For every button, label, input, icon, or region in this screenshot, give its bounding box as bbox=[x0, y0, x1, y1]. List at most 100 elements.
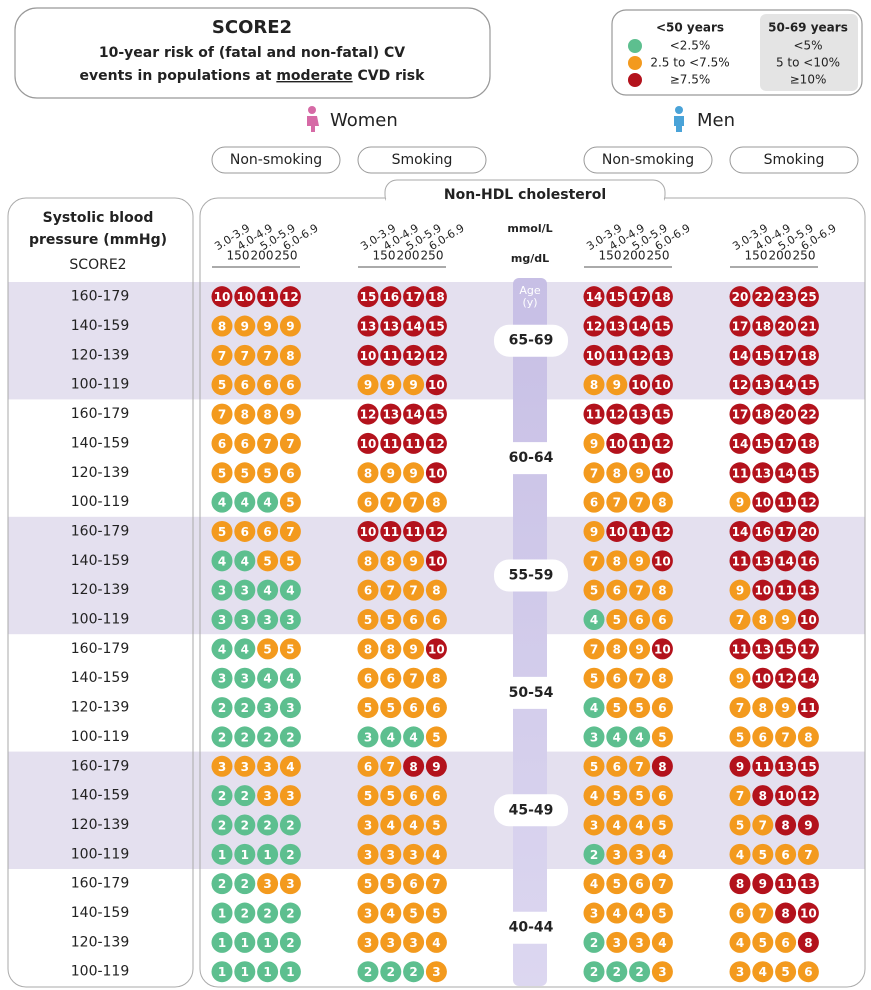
risk-value: 12 bbox=[800, 496, 817, 510]
risk-value: 5 bbox=[736, 818, 744, 832]
risk-circle bbox=[729, 873, 751, 895]
risk-circle bbox=[729, 902, 751, 924]
risk-circle bbox=[357, 462, 379, 484]
risk-value: 10 bbox=[654, 642, 671, 656]
risk-value: 3 bbox=[736, 965, 744, 979]
smoking-label: Non-smoking bbox=[602, 152, 694, 168]
risk-circle bbox=[211, 814, 233, 836]
risk-value: 5 bbox=[759, 848, 767, 862]
risk-circle bbox=[403, 344, 425, 366]
risk-circle bbox=[729, 550, 751, 572]
risk-value: 4 bbox=[263, 496, 271, 510]
risk-circle bbox=[797, 579, 819, 601]
risk-circle bbox=[257, 667, 279, 689]
risk-value: 14 bbox=[732, 349, 749, 363]
risk-circle bbox=[629, 550, 651, 572]
risk-circle bbox=[629, 579, 651, 601]
risk-value: 7 bbox=[218, 349, 226, 363]
risk-value: 6 bbox=[409, 789, 417, 803]
risk-value: 7 bbox=[409, 496, 417, 510]
risk-circle bbox=[797, 902, 819, 924]
risk-circle bbox=[606, 286, 628, 308]
risk-circle bbox=[606, 785, 628, 807]
risk-value: 9 bbox=[781, 613, 789, 627]
risk-circle bbox=[651, 462, 673, 484]
person-icon-body bbox=[674, 116, 684, 132]
mgdl-tick-label: 200 bbox=[769, 249, 792, 263]
risk-circle bbox=[606, 520, 628, 542]
risk-circle bbox=[797, 315, 819, 337]
risk-circle bbox=[629, 873, 651, 895]
risk-circle bbox=[729, 403, 751, 425]
risk-circle bbox=[380, 697, 402, 719]
risk-circle bbox=[211, 697, 233, 719]
risk-circle bbox=[403, 931, 425, 953]
risk-circle bbox=[234, 344, 256, 366]
risk-circle bbox=[403, 902, 425, 924]
risk-value: 2 bbox=[241, 730, 249, 744]
risk-circle bbox=[629, 432, 651, 454]
risk-value: 8 bbox=[613, 554, 621, 568]
risk-value: 7 bbox=[218, 408, 226, 422]
risk-value: 7 bbox=[590, 554, 598, 568]
risk-value: 7 bbox=[590, 466, 598, 480]
age-pill bbox=[494, 911, 568, 944]
cholesterol-header: Non-HDL cholesterol bbox=[444, 187, 606, 203]
risk-value: 2 bbox=[241, 789, 249, 803]
risk-value: 4 bbox=[658, 848, 666, 862]
risk-value: 13 bbox=[754, 642, 771, 656]
risk-circle bbox=[357, 432, 379, 454]
risk-circle bbox=[279, 726, 301, 748]
risk-value: 6 bbox=[590, 496, 598, 510]
risk-circle bbox=[606, 873, 628, 895]
sbp-label: 120-139 bbox=[71, 934, 130, 950]
risk-value: 5 bbox=[218, 378, 226, 392]
risk-value: 2 bbox=[218, 877, 226, 891]
risk-value: 13 bbox=[754, 554, 771, 568]
risk-circle bbox=[775, 462, 797, 484]
risk-circle bbox=[606, 374, 628, 396]
risk-value: 13 bbox=[777, 760, 794, 774]
risk-value: 10 bbox=[800, 613, 817, 627]
risk-value: 13 bbox=[800, 877, 817, 891]
risk-circle bbox=[380, 491, 402, 513]
risk-value: 2 bbox=[286, 818, 294, 832]
risk-circle bbox=[234, 961, 256, 983]
risk-circle bbox=[606, 550, 628, 572]
risk-circle bbox=[583, 873, 605, 895]
risk-circle bbox=[279, 520, 301, 542]
risk-value: 5 bbox=[613, 877, 621, 891]
risk-value: 9 bbox=[635, 466, 643, 480]
risk-value: 10 bbox=[360, 525, 377, 539]
risk-circle bbox=[629, 638, 651, 660]
sbp-label: 100-119 bbox=[71, 964, 130, 980]
risk-circle bbox=[425, 344, 447, 366]
sbp-label: 120-139 bbox=[71, 700, 130, 716]
risk-value: 5 bbox=[613, 701, 621, 715]
smoking-label: Smoking bbox=[764, 152, 825, 168]
smoking-pill bbox=[211, 146, 341, 174]
risk-value: 7 bbox=[432, 877, 440, 891]
risk-circle bbox=[211, 609, 233, 631]
risk-circle bbox=[425, 432, 447, 454]
risk-value: 14 bbox=[586, 290, 603, 304]
risk-value: 7 bbox=[759, 818, 767, 832]
risk-value: 5 bbox=[387, 789, 395, 803]
risk-circle bbox=[606, 344, 628, 366]
risk-value: 11 bbox=[382, 349, 399, 363]
risk-value: 8 bbox=[387, 554, 395, 568]
risk-value: 7 bbox=[635, 496, 643, 510]
risk-circle bbox=[583, 609, 605, 631]
risk-value: 13 bbox=[754, 466, 771, 480]
risk-value: 4 bbox=[263, 584, 271, 598]
sex-label: Women bbox=[330, 110, 398, 131]
risk-value: 8 bbox=[658, 584, 666, 598]
risk-circle bbox=[606, 462, 628, 484]
risk-circle bbox=[211, 491, 233, 513]
sbp-label: 100-119 bbox=[71, 729, 130, 745]
risk-value: 4 bbox=[635, 818, 643, 832]
risk-circle bbox=[380, 344, 402, 366]
risk-circle bbox=[752, 609, 774, 631]
risk-value: 10 bbox=[800, 907, 817, 921]
person-icon-body bbox=[307, 116, 319, 132]
